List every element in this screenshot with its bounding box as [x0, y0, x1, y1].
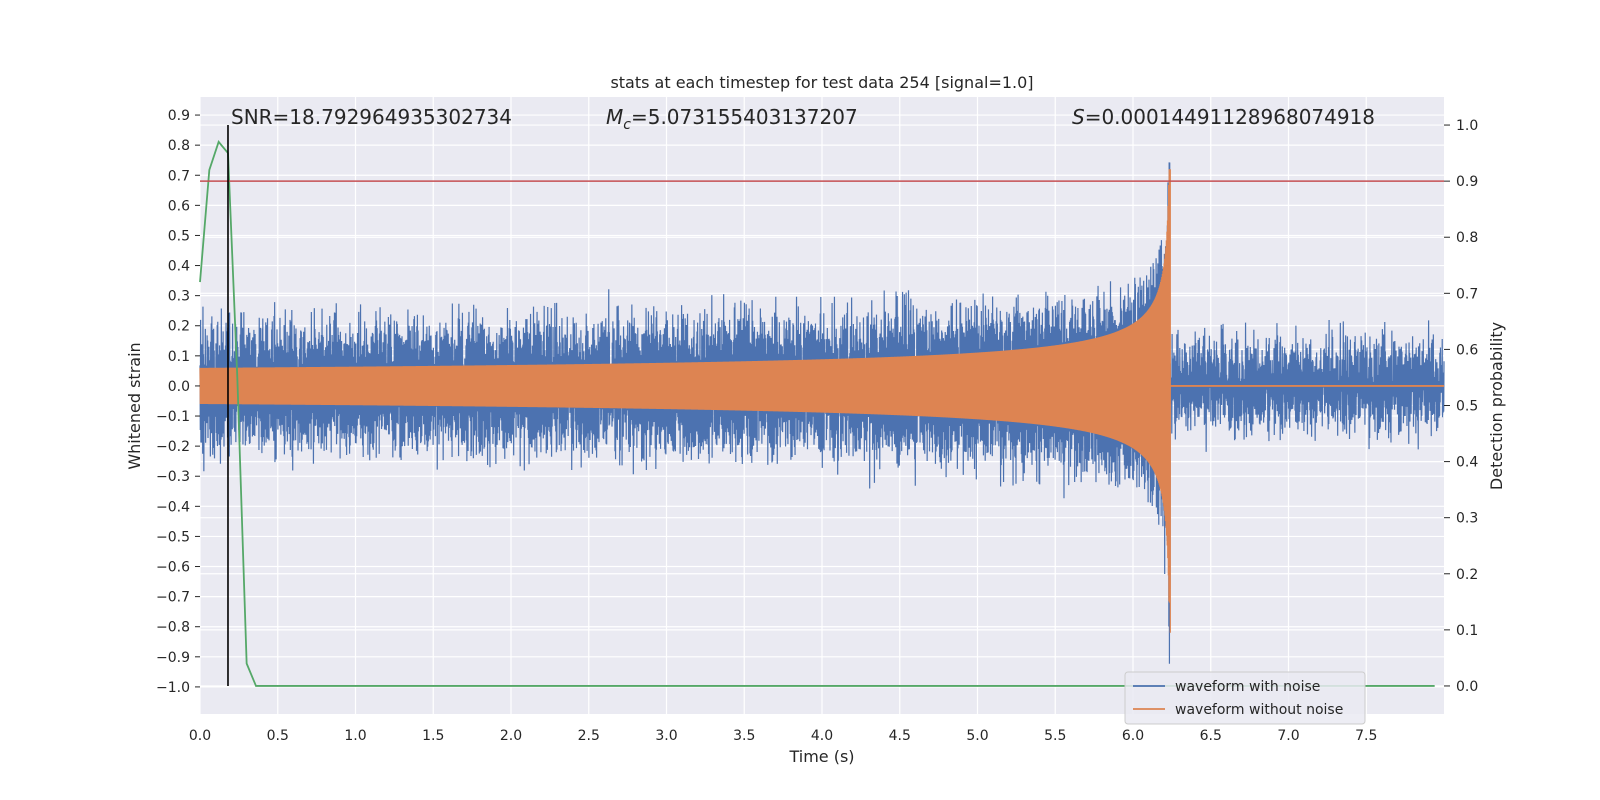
legend-box	[1124, 671, 1366, 725]
right-tick-label-7: 0.3	[1456, 511, 1478, 527]
x-tick-label-14: 7.0	[1277, 728, 1299, 744]
x-tick-label-0: 0.0	[189, 728, 211, 744]
legend-label-noise: waveform with noise	[1175, 679, 1320, 695]
left-tick-label-5: 0.4	[168, 259, 190, 275]
x-tick-label-11: 5.5	[1044, 728, 1066, 744]
left-tick-label-13: −0.4	[156, 499, 190, 515]
x-tick-label-7: 3.5	[733, 728, 755, 744]
chirp-mass-symbol: M	[606, 105, 623, 129]
left-tick-label-14: −0.5	[156, 529, 190, 545]
chirp-mass-value: =5.073155403137207	[631, 105, 858, 129]
left-tick-label-1: 0.8	[168, 138, 190, 154]
right-tick-label-10: 0.0	[1456, 679, 1478, 695]
left-tick-label-10: −0.1	[156, 409, 190, 425]
left-tick-label-8: 0.1	[168, 349, 190, 365]
left-tick-label-19: −1.0	[156, 680, 190, 696]
detection-probability-line	[199, 140, 1435, 687]
x-tick-label-2: 1.0	[344, 728, 366, 744]
x-tick-label-1: 0.5	[267, 728, 289, 744]
right-tick-label-3: 0.7	[1456, 286, 1478, 302]
legend: waveform with noise waveform without noi…	[1124, 671, 1366, 725]
x-tick-label-4: 2.0	[500, 728, 522, 744]
waveform-without-noise-series	[199, 169, 1444, 633]
left-tick-label-15: −0.6	[156, 560, 190, 576]
left-tick-label-3: 0.6	[168, 198, 190, 214]
left-tick-label-18: −0.9	[156, 650, 190, 666]
left-tick-label-6: 0.3	[168, 289, 190, 305]
waveform-without-noise-line	[199, 169, 1171, 633]
left-tick-label-4: 0.5	[168, 228, 190, 244]
x-tick-label-6: 3.0	[655, 728, 677, 744]
x-axis-label: Time (s)	[788, 747, 854, 766]
right-tick-label-9: 0.1	[1456, 623, 1478, 639]
x-tick-label-3: 1.5	[422, 728, 444, 744]
right-tick-label-2: 0.8	[1456, 230, 1478, 246]
x-tick-label-9: 4.5	[889, 728, 911, 744]
left-tick-label-17: −0.8	[156, 620, 190, 636]
s-symbol: S	[1072, 105, 1085, 129]
s-value: =0.00014491128968074918	[1085, 105, 1375, 129]
chirp-mass-subscript: c	[623, 117, 631, 133]
reference-lines	[200, 125, 1444, 686]
right-tick-label-5: 0.5	[1456, 399, 1478, 415]
snr-annotation: SNR=18.792964935302734	[231, 105, 512, 129]
chart-title: stats at each timestep for test data 254…	[610, 73, 1033, 92]
chirp-mass-annotation: Mc=5.073155403137207	[606, 105, 858, 133]
left-tick-label-9: 0.0	[168, 379, 190, 395]
detection-probability-series	[199, 140, 1435, 687]
left-tick-label-12: −0.3	[156, 469, 190, 485]
right-tick-label-6: 0.4	[1456, 455, 1478, 471]
x-tick-label-15: 7.5	[1355, 728, 1377, 744]
right-tick-label-4: 0.6	[1456, 342, 1478, 358]
x-tick-label-13: 6.5	[1200, 728, 1222, 744]
x-axis-ticks: 0.0 0.5 1.0 1.5 2.0 2.5 3.0 3.5 4.0 4.5 5.0 5.5 6.0 6…	[189, 728, 1378, 744]
right-tick-label-0: 1.0	[1456, 118, 1478, 134]
left-tick-label-2: 0.7	[168, 168, 190, 184]
legend-label-clean: waveform without noise	[1175, 702, 1343, 718]
waveform-with-noise-series	[199, 162, 1445, 664]
right-tick-label-1: 0.9	[1456, 174, 1478, 190]
right-axis-ticks: 1.0 0.9 0.8 0.7 0.6 0.5 0.4 0.3 0.2 0.1 0.0	[1444, 118, 1478, 695]
x-tick-label-10: 5.0	[966, 728, 988, 744]
left-tick-label-16: −0.7	[156, 590, 190, 606]
right-tick-label-8: 0.2	[1456, 567, 1478, 583]
left-axis-ticks: 0.9 0.8 0.7 0.6 0.5 0.4 0.3 0.2 0.1 0.0 −0.1 −0.2 −0…	[156, 108, 200, 696]
left-axis-label: Whitened strain	[125, 342, 144, 469]
x-tick-label-8: 4.0	[811, 728, 833, 744]
right-axis-label: Detection probability	[1487, 322, 1506, 490]
left-tick-label-0: 0.9	[168, 108, 190, 124]
waveform-with-noise-line	[199, 162, 1445, 664]
x-tick-label-12: 6.0	[1122, 728, 1144, 744]
s-annotation: S=0.00014491128968074918	[1072, 105, 1375, 129]
left-tick-label-7: 0.2	[168, 319, 190, 335]
left-tick-label-11: −0.2	[156, 439, 190, 455]
x-tick-label-5: 2.5	[578, 728, 600, 744]
